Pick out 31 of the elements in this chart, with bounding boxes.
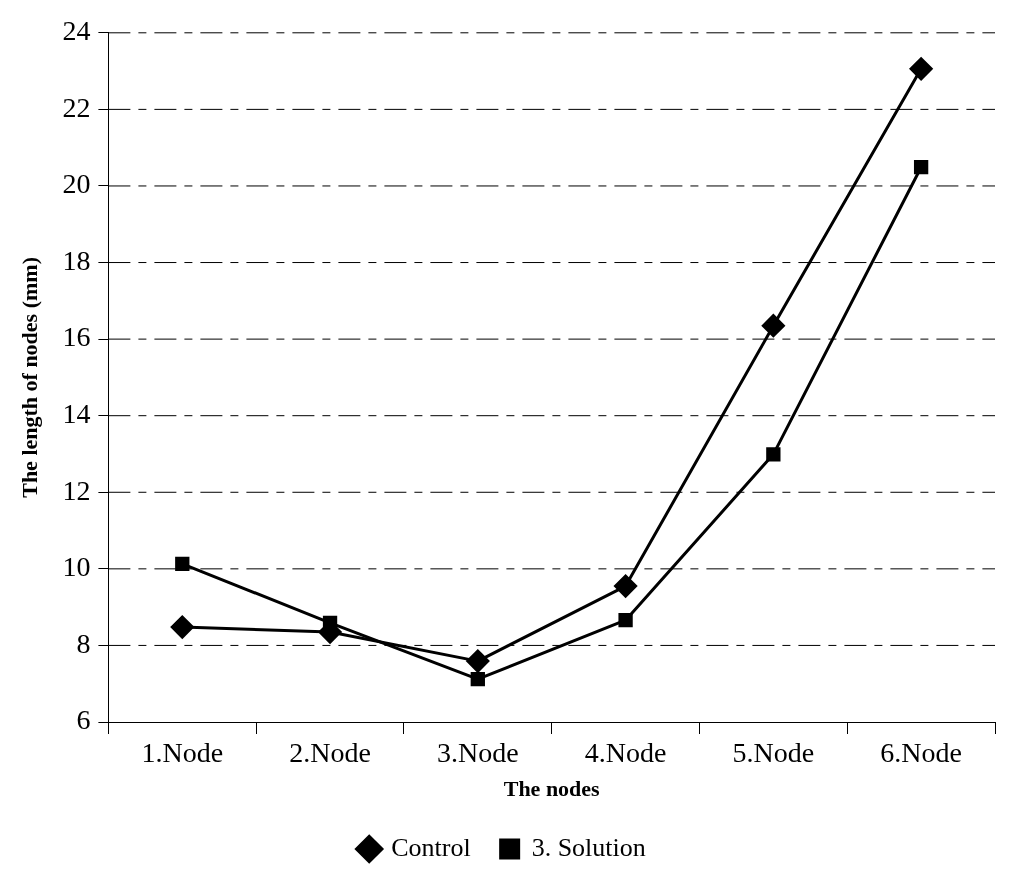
legend-label: Control (391, 832, 471, 862)
y-axis-title: The length of nodes (mm) (16, 257, 42, 498)
x-tick-label: 6.Node (880, 737, 962, 769)
x-tick-label: 5.Node (732, 737, 815, 769)
point (322, 615, 338, 630)
point (909, 57, 933, 81)
point (766, 447, 781, 462)
x-axis-title: The nodes (503, 776, 601, 802)
x-tick-label: 4.Node (584, 737, 667, 769)
point (614, 574, 638, 598)
point (466, 649, 490, 673)
y-tick-label: 12 (62, 474, 91, 506)
point (913, 160, 929, 175)
point (175, 556, 190, 572)
y-tick-label: 14 (62, 398, 91, 430)
y-tick-label: 20 (62, 168, 91, 200)
point (618, 613, 633, 628)
point (170, 615, 194, 639)
y-tick-label: 16 (62, 321, 91, 353)
y-tick-label: 22 (62, 91, 91, 123)
point (761, 314, 785, 338)
x-tick-label: 3.Node (436, 737, 519, 769)
point (470, 671, 485, 687)
x-tick-label: 1.Node (141, 737, 224, 769)
y-tick-label: 10 (62, 551, 91, 583)
y-tick-label: 8 (76, 627, 91, 659)
y-tick-label: 18 (62, 244, 91, 276)
y-tick-label: 6 (76, 704, 91, 736)
y-tick-label: 24 (62, 15, 91, 47)
x-tick-label: 2.Node (289, 737, 371, 769)
legend-label: 3. Solution (531, 832, 646, 862)
